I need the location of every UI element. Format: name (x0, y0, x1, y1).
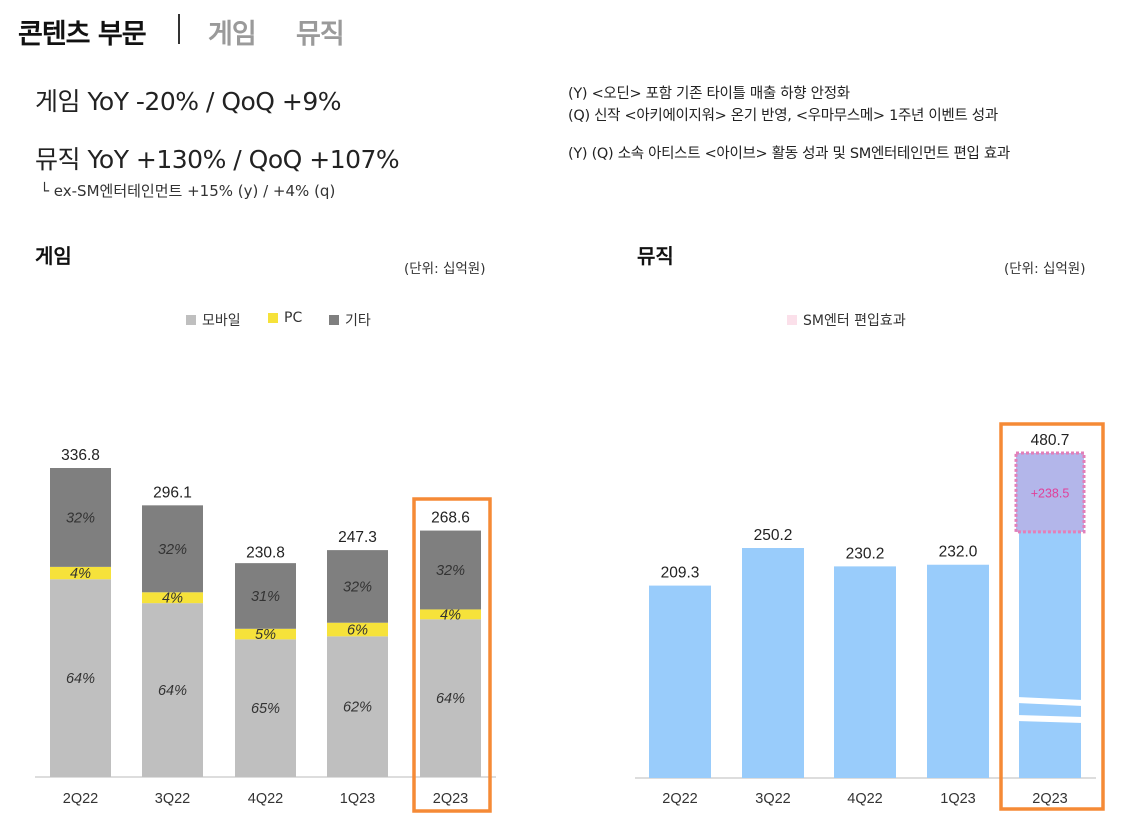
game-bar-other-3q22 (142, 505, 203, 593)
game-x-tick: 4Q22 (248, 791, 283, 807)
legend-other-swatch (329, 315, 339, 325)
game-bar-pc-1q23 (327, 622, 388, 637)
game-share-label: 62% (343, 700, 372, 716)
game-total-label: 296.1 (153, 484, 192, 501)
music-sm-effect-label: +238.5 (1031, 486, 1070, 500)
game-share-label: 64% (436, 691, 465, 707)
legend-other: 기타 (329, 310, 371, 330)
game-share-label: 32% (66, 510, 95, 526)
music-chart-title: 뮤직 (637, 244, 674, 268)
music-bar-2q22 (649, 585, 711, 778)
game-bar-pc-3q22 (142, 592, 203, 604)
game-share-label: 31% (251, 589, 280, 605)
game-share-label: 5% (255, 627, 276, 643)
game-bar-mobile-3q22 (142, 603, 203, 777)
game-share-label: 32% (343, 579, 372, 595)
legend-mobile-label: 모바일 (202, 313, 241, 329)
note-game-yoy: (Y) <오딘> 포함 기존 타이틀 매출 하향 안정화 (568, 86, 850, 102)
music-total-label: 480.7 (1031, 432, 1070, 449)
game-x-tick: 3Q22 (155, 791, 190, 807)
music-sm-effect-fill (1016, 453, 1084, 532)
game-bar-pc-4q22 (235, 628, 296, 640)
game-bar-mobile-2q22 (50, 579, 111, 777)
game-bar-mobile-1q23 (327, 636, 388, 777)
music-bar-4q22 (834, 566, 896, 778)
game-x-tick: 1Q23 (340, 791, 375, 807)
legend-pc-swatch (268, 313, 278, 323)
game-share-label: 4% (440, 607, 461, 623)
section-title: 콘텐츠 부문 (18, 19, 147, 50)
game-share-label: 4% (70, 566, 91, 582)
music-chart-unit: (단위: 십억원) (1004, 261, 1086, 277)
note-game-qoq: (Q) 신작 <아키에이지워> 온기 반영, <우마무스메> 1주년 이벤트 성… (568, 108, 998, 124)
legend-sm-swatch (787, 315, 797, 325)
music-total-label: 209.3 (661, 565, 700, 582)
legend-sm-label: SM엔터 편입효과 (803, 313, 906, 329)
game-x-tick: 2Q22 (63, 791, 98, 807)
game-bar-pc-2q22 (50, 566, 111, 580)
game-total-label: 268.6 (431, 510, 470, 527)
game-bar-other-4q22 (235, 563, 296, 629)
game-bar-other-2q22 (50, 468, 111, 567)
music-x-tick: 4Q22 (847, 791, 882, 807)
tab-game[interactable]: 게임 (208, 19, 257, 50)
game-highlight-box (412, 497, 492, 813)
legend-mobile: 모바일 (186, 310, 241, 330)
music-total-label: 232.0 (939, 544, 978, 561)
game-share-label: 4% (162, 591, 183, 607)
music-x-tick: 1Q23 (940, 791, 975, 807)
music-bar-2q23 (1019, 531, 1081, 778)
game-total-label: 230.8 (246, 544, 285, 561)
game-x-tick: 2Q23 (433, 791, 468, 807)
legend-other-label: 기타 (345, 313, 371, 329)
note-music: (Y) (Q) 소속 아티스트 <아이브> 활동 성과 및 SM엔터테인먼트 편… (568, 146, 1010, 162)
game-bar-other-1q23 (327, 550, 388, 623)
game-total-label: 336.8 (61, 447, 100, 464)
legend-pc-label: PC (284, 310, 303, 326)
legend-sm-effect: SM엔터 편입효과 (787, 310, 906, 330)
tab-music[interactable]: 뮤직 (296, 19, 345, 50)
game-share-label: 32% (436, 563, 465, 579)
legend-pc: PC (268, 310, 302, 326)
music-bar-1q23 (927, 564, 989, 778)
music-highlight-box (999, 422, 1105, 811)
game-chart-title: 게임 (35, 244, 72, 268)
game-share-label: 64% (158, 683, 187, 699)
kpi-game-growth: 게임 YoY -20% / QoQ +9% (35, 87, 342, 116)
music-axis-break (1017, 715, 1083, 723)
music-x-tick: 2Q23 (1032, 791, 1067, 807)
title-divider (178, 14, 180, 44)
game-bar-other-2q23 (420, 530, 481, 610)
music-x-tick: 3Q22 (755, 791, 790, 807)
game-bar-mobile-2q23 (420, 619, 481, 777)
music-total-label: 250.2 (754, 527, 793, 544)
game-total-label: 247.3 (338, 529, 377, 546)
kpi-music-growth: 뮤직 YoY +130% / QoQ +107% (35, 145, 400, 174)
music-total-label: 230.2 (846, 545, 885, 562)
music-axis-break (1017, 697, 1083, 706)
game-share-label: 6% (347, 623, 368, 639)
game-chart-unit: (단위: 십억원) (404, 261, 486, 277)
kpi-music-ex-sm: └ ex-SM엔터테인먼트 +15% (y) / +4% (q) (40, 182, 336, 200)
game-bar-pc-2q23 (420, 609, 481, 620)
game-share-label: 32% (158, 542, 187, 558)
game-bar-mobile-4q22 (235, 639, 296, 777)
game-share-label: 64% (66, 671, 95, 687)
music-sm-effect-border (1014, 451, 1086, 534)
legend-mobile-swatch (186, 315, 196, 325)
music-x-tick: 2Q22 (662, 791, 697, 807)
game-share-label: 65% (251, 701, 280, 717)
music-bar-3q22 (742, 548, 804, 778)
